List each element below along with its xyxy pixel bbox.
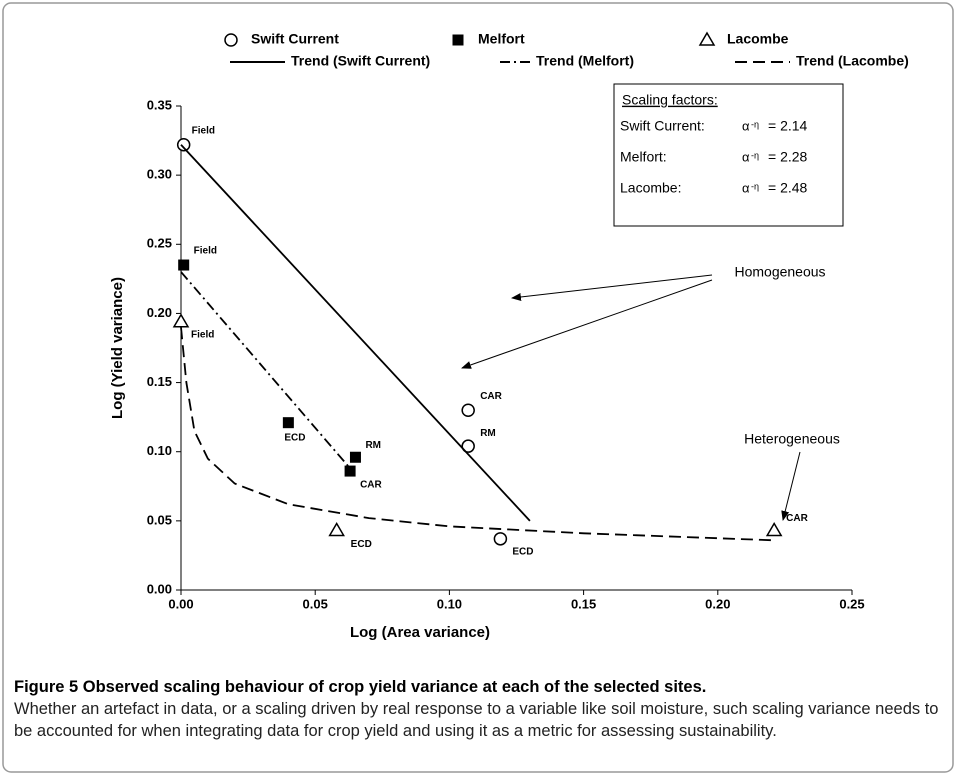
annotation: Heterogeneous <box>744 431 840 447</box>
point <box>765 522 783 537</box>
arrow <box>461 279 713 369</box>
arrow <box>781 451 801 521</box>
legend-marker <box>224 33 238 47</box>
inset-value: = 2.48 <box>768 180 808 196</box>
caption-title: Figure 5 Observed scaling behaviour of c… <box>14 678 707 696</box>
legend-marker <box>698 31 716 46</box>
point-label: Field <box>194 246 217 257</box>
point-label: RM <box>480 428 496 439</box>
legend-label: Lacombe <box>727 31 789 47</box>
point <box>172 313 190 328</box>
caption-text: Whether an artefact in data, or a scalin… <box>14 700 939 740</box>
inset-site: Melfort: <box>620 149 667 165</box>
y-tick-label: 0.30 <box>147 167 172 182</box>
trend-line <box>180 144 531 522</box>
point-label: Field <box>192 125 215 136</box>
point-label: Field <box>191 329 214 340</box>
point-label: ECD <box>284 432 305 443</box>
point <box>461 439 475 453</box>
point <box>461 403 475 417</box>
y-tick-label: 0.35 <box>147 97 172 112</box>
point-label: CAR <box>480 391 502 402</box>
point-label: ECD <box>351 539 372 550</box>
x-tick-label: 0.00 <box>168 596 193 611</box>
inset-symbol: α <box>742 118 750 133</box>
y-tick-label: 0.00 <box>147 581 172 596</box>
y-tick-label: 0.05 <box>147 512 172 527</box>
x-tick-label: 0.10 <box>437 596 462 611</box>
legend-label: Trend (Melfort) <box>536 53 634 69</box>
inset-title: Scaling factors: <box>622 92 718 108</box>
inset-value: = 2.14 <box>768 118 808 134</box>
y-tick-label: 0.10 <box>147 443 172 458</box>
point-label: RM <box>365 440 381 451</box>
point <box>282 417 294 429</box>
inset-site: Swift Current: <box>620 118 705 134</box>
point <box>178 259 190 271</box>
point <box>176 137 191 152</box>
inset-box <box>613 83 844 227</box>
x-tick-label: 0.05 <box>303 596 328 611</box>
x-tick-label: 0.15 <box>571 596 596 611</box>
caption: Figure 5 Observed scaling behaviour of c… <box>14 676 944 742</box>
point-label: CAR <box>360 480 382 491</box>
legend-marker <box>452 34 464 46</box>
point <box>328 522 345 537</box>
inset-symbol: α <box>742 149 750 164</box>
y-tick-label: 0.25 <box>147 236 172 251</box>
annotation: Homogeneous <box>734 264 825 280</box>
legend-label: Trend (Swift Current) <box>291 53 430 69</box>
trend-line <box>180 327 772 542</box>
y-axis-label: Log (Yield variance) <box>109 277 126 419</box>
point-label: CAR <box>786 513 808 524</box>
point <box>493 532 508 546</box>
legend-label: Swift Current <box>251 31 339 47</box>
point <box>349 451 361 463</box>
arrow <box>511 274 713 301</box>
inset-value: = 2.28 <box>768 149 808 165</box>
trend-line <box>180 271 351 469</box>
inset-symbol: α <box>742 180 750 195</box>
point <box>344 465 356 477</box>
x-tick-label: 0.20 <box>705 596 730 611</box>
legend-label: Trend (Lacombe) <box>796 53 909 69</box>
inset-exponent: -η <box>751 181 759 191</box>
legend-label: Melfort <box>478 31 525 47</box>
point-label: ECD <box>512 546 533 557</box>
inset-site: Lacombe: <box>620 180 681 196</box>
x-tick-label: 0.25 <box>839 596 864 611</box>
inset-exponent: -η <box>751 150 759 160</box>
y-tick-label: 0.20 <box>147 305 172 320</box>
y-tick-label: 0.15 <box>147 374 172 389</box>
x-axis-label: Log (Area variance) <box>350 624 490 641</box>
inset-exponent: -η <box>751 119 759 129</box>
